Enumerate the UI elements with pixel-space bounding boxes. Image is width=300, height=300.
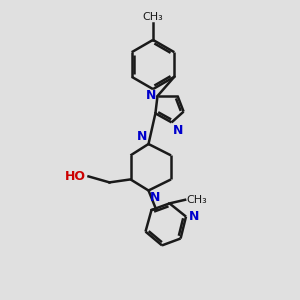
- Text: CH₃: CH₃: [187, 195, 207, 205]
- Text: N: N: [146, 89, 156, 102]
- Text: N: N: [136, 130, 147, 142]
- Text: N: N: [150, 191, 160, 204]
- Text: N: N: [173, 124, 184, 137]
- Text: HO: HO: [65, 170, 86, 183]
- Text: N: N: [188, 210, 199, 223]
- Text: CH₃: CH₃: [142, 12, 164, 22]
